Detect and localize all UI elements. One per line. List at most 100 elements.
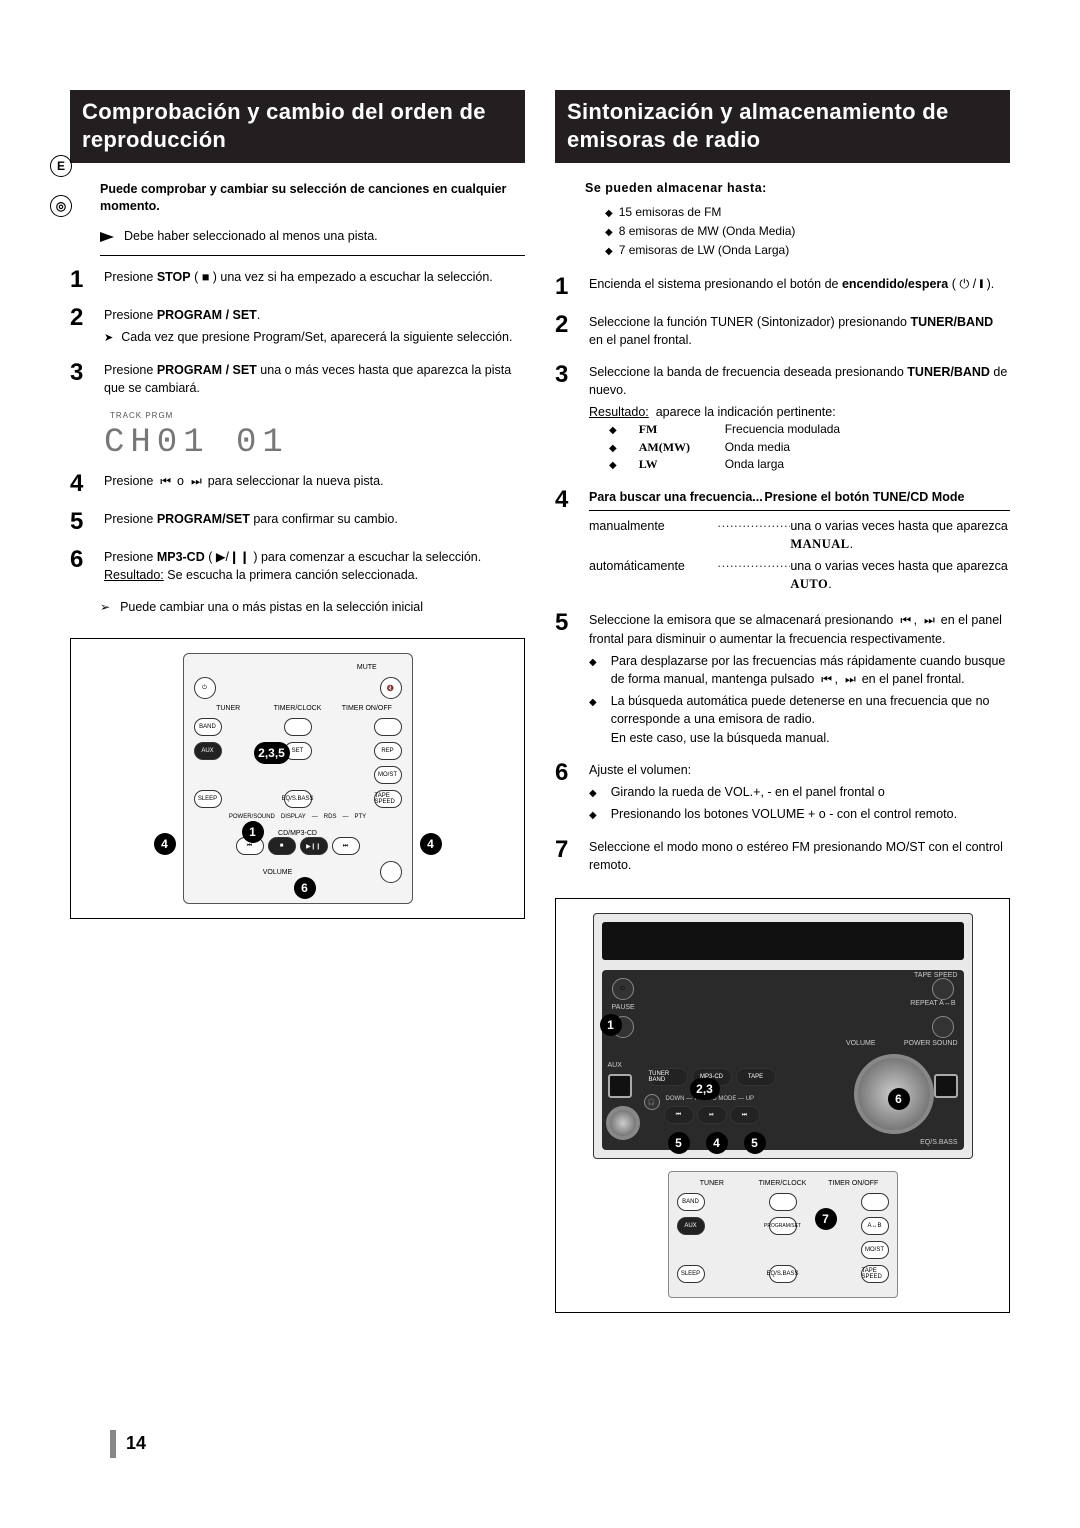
right-title: Sintonización y almacenamiento de emisor… — [555, 90, 1010, 163]
step-num: 6 — [70, 548, 90, 584]
band-button: BAND — [677, 1193, 705, 1211]
right-column: Sintonización y almacenamiento de emisor… — [555, 90, 1010, 1313]
mp3-button — [380, 861, 402, 883]
search-auto: automáticamente — [589, 557, 717, 575]
next-button: ⏭ — [332, 837, 360, 855]
srcallout-7: 7 — [815, 1208, 837, 1230]
subhead-capacity: Se pueden almacenar hasta: — [585, 181, 1010, 195]
step-body: Ajuste el volumen: Girando la rueda de V… — [589, 761, 1010, 824]
rstep-4: 4 Para buscar una frecuencia... Presione… — [555, 488, 1010, 598]
power-button: ⏻ — [194, 677, 216, 699]
small-dial — [606, 1106, 640, 1140]
rstep-7: 7 Seleccione el modo mono o estéreo FM p… — [555, 838, 1010, 874]
left-title: Comprobación y cambio del orden de repro… — [70, 90, 525, 163]
eq-button: EQ/S.BASS — [769, 1265, 797, 1283]
step-body: Presione PROGRAM/SET para confirmar su c… — [104, 510, 525, 534]
page-number: 14 — [110, 1430, 146, 1458]
callout-4a: 4 — [154, 833, 176, 855]
remote-control: MUTE ⏻ 🔇 TUNER TIMER/CLOCK TIMER ON/OFF … — [183, 653, 413, 904]
rstep-5: 5 Seleccione la emisora que se almacenar… — [555, 611, 1010, 746]
step-3: 3 Presione PROGRAM / SET una o más veces… — [70, 361, 525, 397]
freq-lw-label: LW — [639, 456, 709, 474]
label-tuner: TUNER — [677, 1180, 748, 1187]
label-timerclock: TIMER/CLOCK — [263, 705, 332, 712]
label-powersound: POWER SOUND — [904, 1040, 958, 1047]
cap-mw: 8 emisoras de MW (Onda Media) — [619, 224, 796, 238]
step-num: 4 — [70, 472, 90, 496]
cap-fm: 15 emisoras de FM — [619, 205, 722, 219]
dcallout-1: 1 — [600, 1014, 622, 1036]
device-diagram-box: TAPE SPEED ⏻ PAUSE REPEAT A↔B VOLUME POW… — [555, 898, 1010, 1313]
diamond-icon — [605, 205, 619, 219]
diamond-icon — [589, 805, 603, 824]
chevron-outline-icon — [100, 600, 110, 614]
ab-button: A↔B — [861, 1217, 889, 1235]
device-panel: TAPE SPEED ⏻ PAUSE REPEAT A↔B VOLUME POW… — [602, 970, 964, 1150]
step-body: Para buscar una frecuencia... Presione e… — [589, 488, 1010, 598]
footnote-text: Puede cambiar una o más pistas en la sel… — [120, 600, 423, 614]
rstep-3: 3 Seleccione la banda de frecuencia dese… — [555, 363, 1010, 474]
lcd-labels: TRACK PRGM — [110, 411, 525, 420]
aux-button: AUX — [194, 742, 222, 760]
search-head-1: Para buscar una frecuencia... — [589, 488, 764, 506]
diamond-icon — [589, 783, 603, 802]
freq-fm-desc: Frecuencia modulada — [725, 421, 840, 439]
step-body: Presione PROGRAM / SET una o más veces h… — [104, 361, 525, 397]
label-volume: VOLUME — [846, 1040, 876, 1047]
callout-6: 6 — [294, 877, 316, 899]
repeat-button — [932, 1016, 954, 1038]
label-timeronoff: TIMER ON/OFF — [332, 705, 401, 712]
capacity-list: 15 emisoras de FM 8 emisoras de MW (Onda… — [605, 203, 1010, 261]
sleep-button: SLEEP — [677, 1265, 705, 1283]
headphone-jack: 🎧 — [644, 1094, 660, 1110]
page: Comprobación y cambio del orden de repro… — [0, 0, 1080, 1363]
step-num: 2 — [555, 313, 575, 349]
step-num: 1 — [70, 268, 90, 292]
label-timerclock: TIMER/CLOCK — [747, 1180, 818, 1187]
footnote: Puede cambiar una o más pistas en la sel… — [100, 600, 525, 614]
label-tapespeed: TAPE SPEED — [914, 972, 957, 979]
mode-button: ⏯ — [697, 1106, 727, 1124]
step-num: 7 — [555, 838, 575, 874]
step-num: 1 — [555, 275, 575, 299]
power-button: ⏻ — [612, 978, 634, 1000]
note-pista: Debe haber seleccionado al menos una pis… — [100, 229, 525, 245]
search-manual: manualmente — [589, 517, 717, 535]
rstep-2: 2 Seleccione la función TUNER (Sintoniza… — [555, 313, 1010, 349]
label-mute: MUTE — [332, 664, 401, 671]
step-4: 4 Presione ⏮ o ⏭ para seleccionar la nue… — [70, 472, 525, 496]
dcallout-6: 6 — [888, 1088, 910, 1110]
step-num: 3 — [555, 363, 575, 474]
tape-button: TAPE — [736, 1068, 776, 1086]
powersound-button — [934, 1074, 958, 1098]
step-body: Presione MP3-CD ( ▶/❙❙ ) para comenzar a… — [104, 548, 525, 584]
play-button: ▶❙❙ — [300, 837, 328, 855]
step-2: 2 Presione PROGRAM / SET. Cada vez que p… — [70, 306, 525, 347]
label-tuner: TUNER — [194, 705, 263, 712]
timerclock-button — [284, 718, 312, 736]
cap-lw: 7 emisoras de LW (Onda Larga) — [619, 243, 790, 257]
step-body: Encienda el sistema presionando el botón… — [589, 275, 1010, 299]
stop-button: ■ — [268, 837, 296, 855]
rep-button: REP — [374, 742, 402, 760]
label-display: DISPLAY — [281, 814, 306, 820]
step-num: 5 — [555, 611, 575, 746]
diamond-icon — [605, 243, 619, 257]
step-num: 6 — [555, 761, 575, 824]
step-num: 5 — [70, 510, 90, 534]
rstep-6: 6 Ajuste el volumen: Girando la rueda de… — [555, 761, 1010, 824]
tapespeed-button: TAPE SPEED — [374, 790, 402, 808]
callout-1: 1 — [242, 821, 264, 843]
diamond-icon — [589, 692, 603, 746]
sub-remote-inner: TUNER TIMER/CLOCK TIMER ON/OFF BAND AUX … — [668, 1171, 898, 1298]
step-body: Seleccione el modo mono o estéreo FM pre… — [589, 838, 1010, 874]
callout-4b: 4 — [420, 833, 442, 855]
freq-am-label: AM(MW) — [639, 439, 709, 457]
sleep-button: SLEEP — [194, 790, 222, 808]
step6-text: Ajuste el volumen: — [589, 763, 691, 777]
label-eq: EQ/S.BASS — [920, 1139, 957, 1146]
marker-e: E — [50, 155, 72, 177]
left-column: Comprobación y cambio del orden de repro… — [70, 90, 525, 1313]
freq-lw-desc: Onda larga — [725, 456, 784, 474]
remote-diagram-box: MUTE ⏻ 🔇 TUNER TIMER/CLOCK TIMER ON/OFF … — [70, 638, 525, 919]
